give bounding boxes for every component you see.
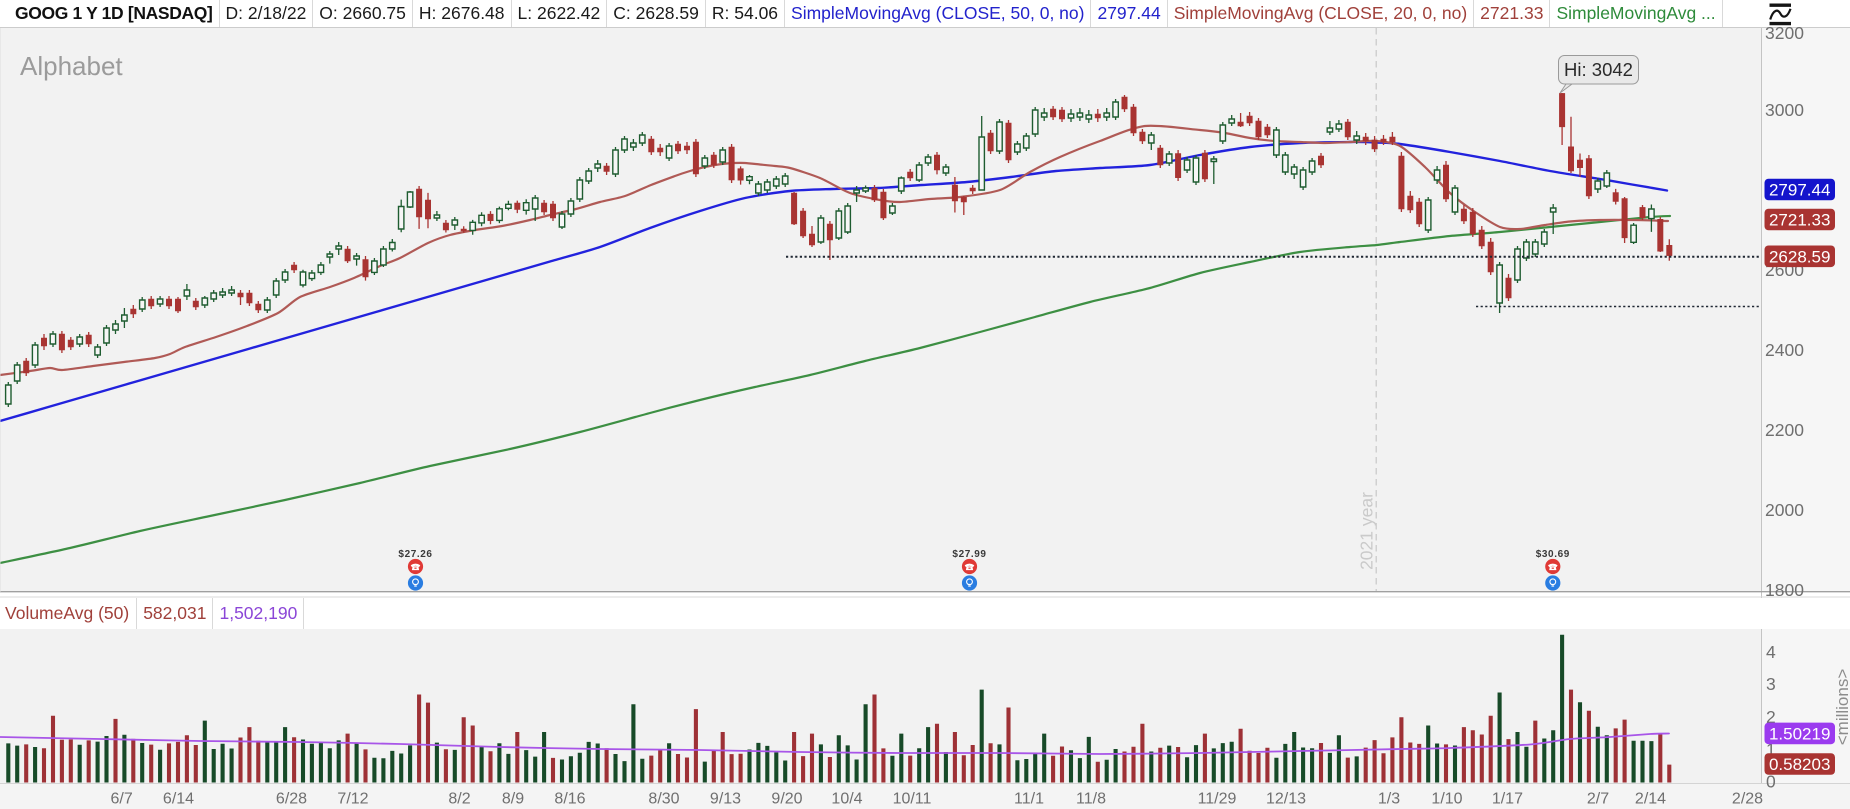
svg-text:1800: 1800 — [1765, 580, 1804, 600]
svg-text:2: 2 — [1766, 707, 1776, 727]
svg-text:2721.33: 2721.33 — [1769, 211, 1830, 230]
svg-text:11/1: 11/1 — [1014, 791, 1044, 808]
svg-text:8/2: 8/2 — [448, 791, 470, 808]
svg-text:2200: 2200 — [1765, 420, 1804, 440]
svg-text:Alphabet: Alphabet — [20, 51, 123, 81]
svg-text:2021 year: 2021 year — [1357, 492, 1377, 570]
svg-text:8/30: 8/30 — [648, 791, 679, 808]
svg-text:2628.59: 2628.59 — [1769, 247, 1830, 266]
svg-text:1/3: 1/3 — [1378, 791, 1400, 808]
svg-text:1/17: 1/17 — [1492, 791, 1523, 808]
svg-text:3200: 3200 — [1765, 23, 1804, 43]
svg-text:8/16: 8/16 — [554, 791, 585, 808]
svg-text:0: 0 — [1766, 772, 1776, 792]
svg-text:2/28: 2/28 — [1732, 791, 1763, 808]
svg-text:2/7: 2/7 — [1587, 791, 1609, 808]
svg-text:2400: 2400 — [1765, 340, 1804, 360]
svg-text:10/11: 10/11 — [893, 791, 932, 808]
svg-text:1.50219: 1.50219 — [1769, 724, 1830, 743]
svg-text:$27.26: $27.26 — [398, 549, 432, 560]
svg-text:10/4: 10/4 — [831, 791, 862, 808]
svg-text:6/28: 6/28 — [276, 791, 307, 808]
svg-text:1: 1 — [1766, 739, 1776, 759]
svg-text:11/8: 11/8 — [1076, 791, 1106, 808]
svg-text:2/14: 2/14 — [1635, 791, 1666, 808]
svg-text:9/13: 9/13 — [710, 791, 741, 808]
svg-text:2797.44: 2797.44 — [1769, 181, 1830, 200]
svg-text:11/29: 11/29 — [1198, 791, 1237, 808]
svg-text:4: 4 — [1766, 642, 1776, 662]
svg-text:6/7: 6/7 — [110, 791, 132, 808]
svg-text:Hi: 3042: Hi: 3042 — [1564, 59, 1633, 80]
svg-text:0.58203: 0.58203 — [1769, 755, 1830, 774]
svg-text:$27.99: $27.99 — [952, 549, 986, 560]
svg-text:9/20: 9/20 — [771, 791, 802, 808]
svg-text:8/9: 8/9 — [502, 791, 524, 808]
svg-text:7/12: 7/12 — [337, 791, 368, 808]
svg-text:$30.69: $30.69 — [1536, 549, 1570, 560]
svg-text:3: 3 — [1766, 674, 1776, 694]
svg-text:2000: 2000 — [1765, 500, 1804, 520]
svg-text:1/10: 1/10 — [1431, 791, 1462, 808]
svg-text:12/13: 12/13 — [1266, 791, 1306, 808]
svg-text:3000: 3000 — [1765, 100, 1804, 120]
svg-text:<millions>: <millions> — [1833, 669, 1850, 746]
svg-text:6/14: 6/14 — [163, 791, 194, 808]
